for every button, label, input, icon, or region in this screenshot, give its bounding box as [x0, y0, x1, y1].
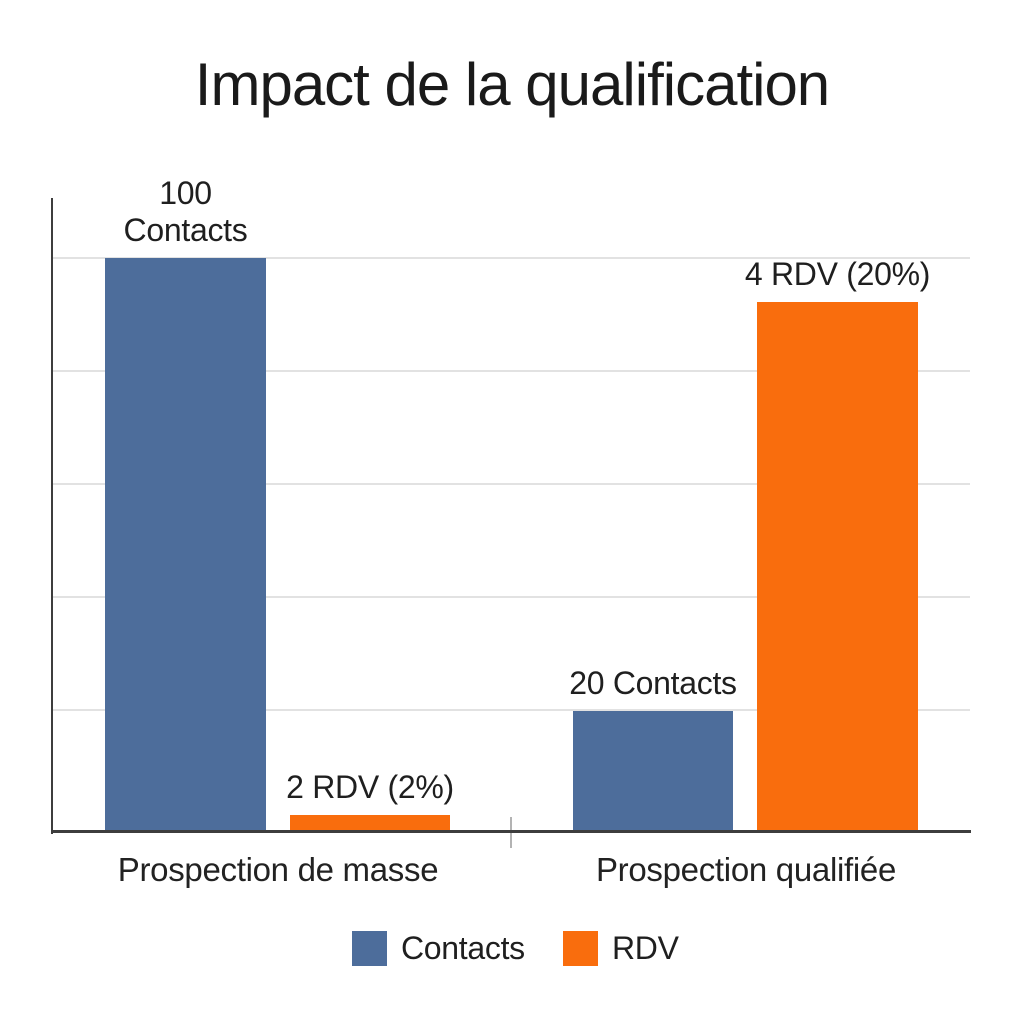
bar-value-label: 4 RDV (20%) — [744, 256, 931, 292]
bar-value-label: 2 RDV (2%) — [286, 769, 454, 805]
gridline — [53, 483, 970, 485]
bar-value-label: 100 Contacts — [123, 175, 248, 248]
gridline — [53, 370, 970, 372]
gridline — [53, 709, 970, 711]
category-label: Prospection qualifiée — [595, 851, 897, 888]
legend-label: RDV — [612, 930, 679, 966]
bar-rdv — [757, 302, 918, 832]
bar-contacts — [105, 258, 266, 832]
legend-swatch-contacts — [352, 931, 387, 966]
legend-swatch-rdv — [563, 931, 598, 966]
legend-item-rdv: RDV — [563, 930, 679, 967]
bar-rdv — [290, 815, 450, 832]
legend-item-contacts: Contacts — [352, 930, 525, 967]
gridline — [53, 596, 970, 598]
y-axis-line — [51, 198, 53, 834]
chart-title: Impact de la qualification — [194, 51, 830, 118]
gridline — [53, 257, 970, 259]
bar-contacts — [573, 711, 733, 832]
category-label: Prospection de masse — [117, 851, 439, 888]
x-axis-line — [51, 830, 971, 833]
legend-label: Contacts — [401, 930, 525, 966]
bar-value-label: 20 Contacts — [569, 665, 737, 701]
